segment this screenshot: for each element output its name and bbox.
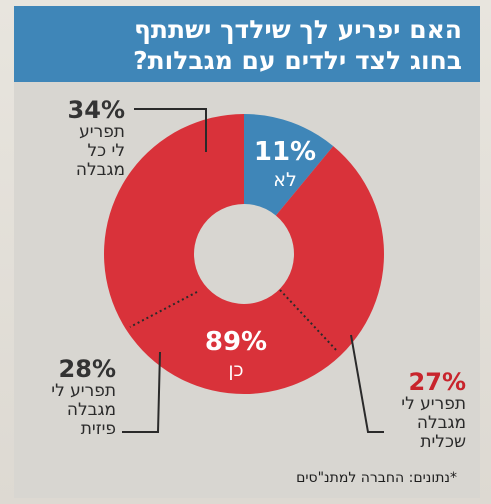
label-28-line-1: תפריע לי bbox=[51, 381, 116, 401]
label-27-line-1: תפריע לי bbox=[401, 394, 466, 414]
leader-28 bbox=[122, 351, 161, 433]
slice-label-no: לא bbox=[273, 169, 297, 191]
label-28-line-2: מגבלה bbox=[66, 400, 116, 420]
label-34-line-3: מגבלה bbox=[75, 160, 125, 180]
label-34: 34% תפריע לי כל מגבלה bbox=[30, 97, 125, 180]
slice-label-yes: כן bbox=[228, 359, 243, 381]
leader-27 bbox=[350, 334, 384, 433]
label-28-value: 28% bbox=[58, 355, 116, 383]
title-line-2: בחוג לצד ילדים עם מגבלות? bbox=[133, 46, 462, 75]
label-27-line-2: מגבלה bbox=[416, 413, 466, 433]
infographic-panel bbox=[14, 6, 480, 498]
label-27-line-3: שכלית bbox=[420, 432, 466, 452]
title-line-1: האם יפריע לך שילדך ישתתף bbox=[134, 15, 462, 44]
label-28: 28% תפריע לי מגבלה פיזית bbox=[26, 356, 116, 439]
label-34-value: 34% bbox=[67, 96, 125, 124]
chart-title: האם יפריע לך שילדך ישתתף בחוג לצד ילדים … bbox=[14, 6, 480, 82]
label-27-value: 27% bbox=[408, 368, 466, 396]
donut-slice-no bbox=[244, 114, 334, 216]
label-28-line-3: פיזית bbox=[80, 419, 116, 439]
label-27: 27% תפריע לי מגבלה שכלית bbox=[376, 369, 466, 452]
label-34-line-2: לי כל bbox=[87, 141, 125, 161]
donut-slice-yes bbox=[103, 114, 384, 394]
divider-mental bbox=[279, 289, 339, 353]
slice-value-yes: 89% bbox=[205, 327, 267, 357]
label-34-line-1: תפריע bbox=[79, 122, 125, 142]
slice-value-no: 11% bbox=[254, 137, 316, 167]
source-note: *נתונים: החברה למתנ"סים bbox=[296, 470, 457, 486]
leader-34 bbox=[134, 108, 207, 152]
